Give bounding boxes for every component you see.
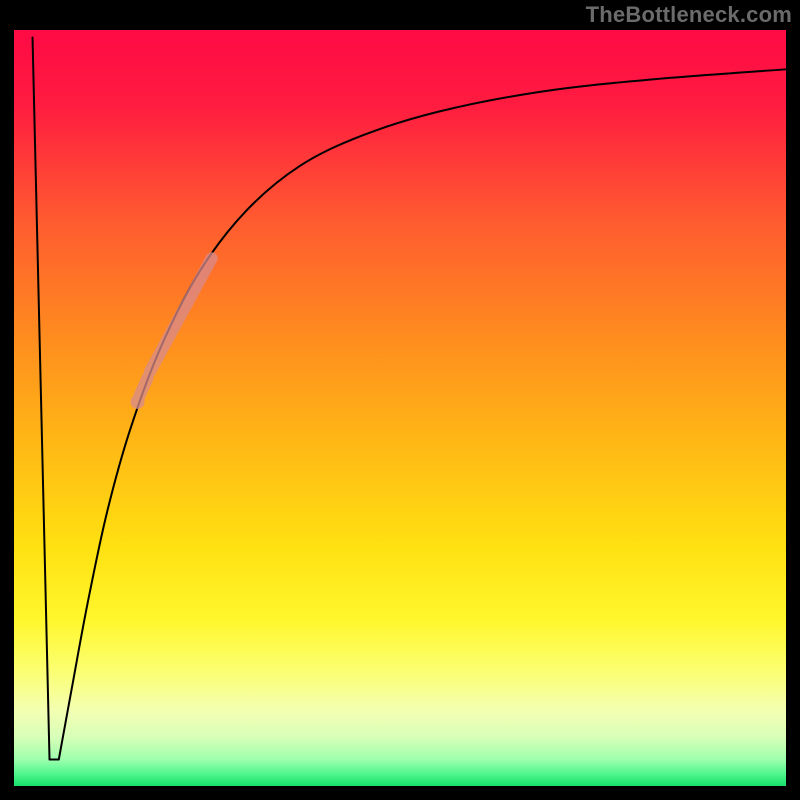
bottleneck-chart xyxy=(0,0,800,800)
chart-container: { "source": { "watermark_text": "TheBott… xyxy=(0,0,800,800)
